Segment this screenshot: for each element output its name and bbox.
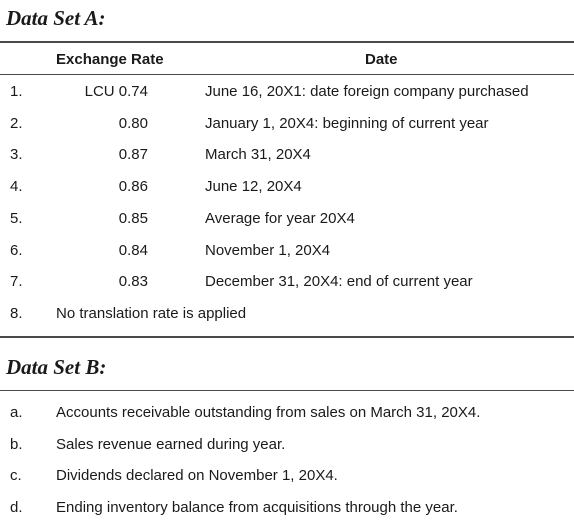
row-number: 3. [10, 146, 23, 164]
exchange-rate: 0.80 [118, 114, 148, 132]
rule [0, 41, 574, 43]
exchange-rate: 0.83 [118, 273, 148, 291]
row-number: 1. [10, 83, 23, 100]
date: June 16, 20X1: date foreign company purc… [205, 83, 529, 100]
date: Average for year 20X4 [205, 209, 355, 227]
row-number: 6. [10, 241, 23, 259]
date: March 31, 20X4 [205, 146, 311, 164]
exchange-rate: 0.86 [118, 178, 148, 196]
row-number: 8. [10, 305, 23, 322]
item-text: Accounts receivable outstanding from sal… [56, 404, 481, 421]
date: December 31, 20X4: end of current year [205, 273, 473, 291]
rule [0, 74, 574, 75]
item-label: c. [10, 467, 22, 484]
rule [0, 336, 574, 338]
note: No translation rate is applied [56, 305, 247, 322]
row-number: 4. [10, 178, 23, 196]
item-label: a. [10, 404, 23, 421]
row-number: 2. [10, 114, 23, 132]
item-label: b. [10, 435, 23, 453]
item-text: Dividends declared on November 1, 20X4. [56, 467, 338, 484]
item-text: Ending inventory balance from acquisitio… [56, 498, 458, 516]
rule [0, 390, 574, 391]
exchange-rate: LCU 0.74 [84, 83, 148, 100]
item-text: Sales revenue earned during year. [56, 435, 286, 453]
column-header: Date [365, 51, 398, 68]
row-number: 5. [10, 209, 23, 227]
section-title: Data Set A: [6, 6, 106, 30]
item-label: d. [10, 498, 23, 516]
exchange-rate: 0.87 [118, 146, 148, 164]
date: January 1, 20X4: beginning of current ye… [205, 114, 489, 132]
exchange-rate: 0.84 [118, 241, 148, 259]
row-number: 7. [10, 273, 23, 291]
section-title: Data Set B: [6, 355, 107, 379]
date: June 12, 20X4 [205, 178, 302, 196]
exchange-rate: 0.85 [118, 209, 148, 227]
column-header: Exchange Rate [56, 51, 164, 68]
date: November 1, 20X4 [205, 241, 331, 259]
